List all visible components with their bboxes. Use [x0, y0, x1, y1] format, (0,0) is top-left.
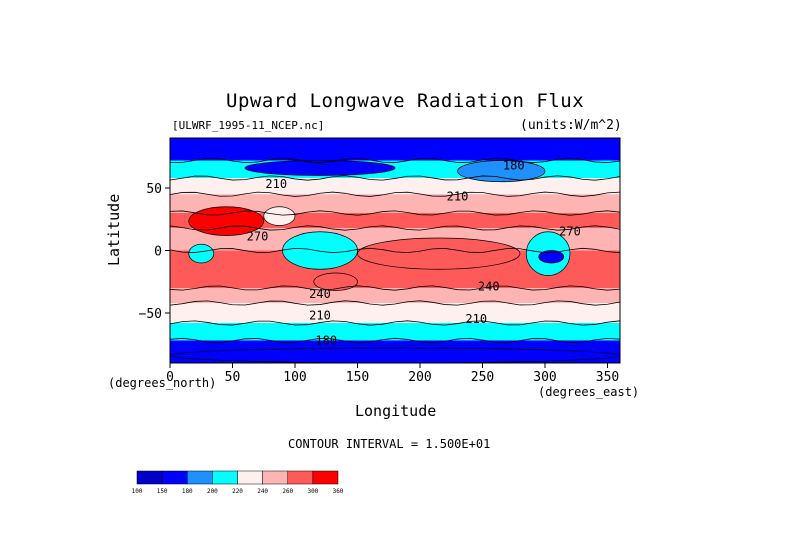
colorbar-label-2: 180 — [182, 488, 193, 495]
flux-region-8 — [244, 160, 396, 176]
colorbar-label-6: 260 — [282, 488, 293, 495]
colorbar-swatch-7 — [312, 470, 339, 485]
x-axis-units: (degrees_east) — [538, 385, 640, 399]
flux-region-10 — [169, 347, 621, 364]
contour-label-9: 180 — [315, 333, 337, 347]
y-tick-label-1: 0 — [154, 245, 162, 260]
chart-title: Upward Longwave Radiation Flux — [226, 90, 585, 112]
lat-band-1 — [170, 160, 620, 178]
flux-region-9 — [457, 160, 546, 183]
x-tick-label-7: 350 — [596, 370, 619, 385]
contour-label-7: 270 — [559, 225, 581, 239]
contour-label-5: 240 — [309, 287, 331, 301]
x-tick-label-4: 200 — [408, 370, 431, 385]
contour-line-2 — [169, 175, 621, 181]
x-tick-label-1: 50 — [225, 370, 241, 385]
flux-region-5 — [538, 250, 565, 264]
flux-region-7 — [313, 272, 358, 291]
colorbar-label-1: 150 — [157, 488, 168, 495]
flux-region-2 — [282, 231, 358, 270]
colorbar-swatch-1 — [161, 470, 188, 485]
x-tick-label-5: 250 — [471, 370, 494, 385]
contour-label-6: 240 — [478, 280, 500, 294]
colorbar-swatch-2 — [187, 470, 213, 485]
lat-band-0 — [170, 138, 620, 161]
x-tick-label-6: 300 — [533, 370, 556, 385]
contour-label-4: 210 — [309, 308, 331, 322]
contour-line-8 — [169, 300, 621, 306]
colorbar-swatch-5 — [262, 470, 288, 485]
contour-label-3: 210 — [465, 312, 487, 326]
contour-label-2: 210 — [447, 190, 469, 204]
contour-line-6 — [169, 247, 621, 254]
units-label: (units:W/m^2) — [520, 118, 622, 133]
contour-line-10 — [169, 337, 621, 344]
y-tick-label-2: 50 — [146, 182, 162, 197]
contour-label-0: 180 — [503, 158, 525, 172]
x-axis-label: Longitude — [355, 402, 437, 420]
lat-band-8 — [170, 303, 620, 323]
lat-band-5 — [170, 228, 620, 251]
colorbar-swatch-3 — [212, 470, 238, 485]
flux-region-3 — [188, 243, 215, 264]
colorbar-label-8: 360 — [333, 488, 344, 495]
flux-region-1 — [263, 206, 296, 226]
contour-line-1 — [169, 157, 621, 164]
flux-region-6 — [357, 237, 521, 270]
contour-line-7 — [169, 285, 621, 291]
colorbar-label-0: 100 — [132, 488, 143, 495]
x-tick-label-2: 100 — [283, 370, 306, 385]
y-tick-label-0: −50 — [139, 307, 162, 322]
colorbar-label-5: 240 — [257, 488, 268, 495]
lat-band-2 — [170, 178, 620, 195]
contour-line-9 — [169, 320, 621, 326]
y-axis-units: (degrees_north) — [108, 376, 217, 390]
colorbar-label-4: 220 — [232, 488, 243, 495]
colorbar-swatch-6 — [287, 470, 314, 485]
x-tick-label-3: 150 — [346, 370, 369, 385]
contour-label-8: 270 — [247, 230, 269, 244]
contour-line-3 — [169, 191, 621, 197]
contour-label-1: 210 — [265, 177, 287, 191]
lat-band-9 — [170, 323, 620, 341]
contour-interval-label: CONTOUR INTERVAL = 1.500E+01 — [288, 437, 491, 451]
source-filename: [ULWRF_1995-11_NCEP.nc] — [172, 119, 325, 132]
contour-line-4 — [169, 210, 621, 216]
x-tick-label-0: 0 — [166, 370, 174, 385]
contour-line-5 — [169, 225, 621, 231]
colorbar-swatch-0 — [136, 470, 163, 485]
colorbar-swatch-4 — [237, 470, 263, 485]
colorbar-label-3: 200 — [207, 488, 218, 495]
flux-region-0 — [188, 206, 265, 236]
colorbar-label-7: 300 — [307, 488, 318, 495]
lat-band-7 — [170, 288, 620, 303]
